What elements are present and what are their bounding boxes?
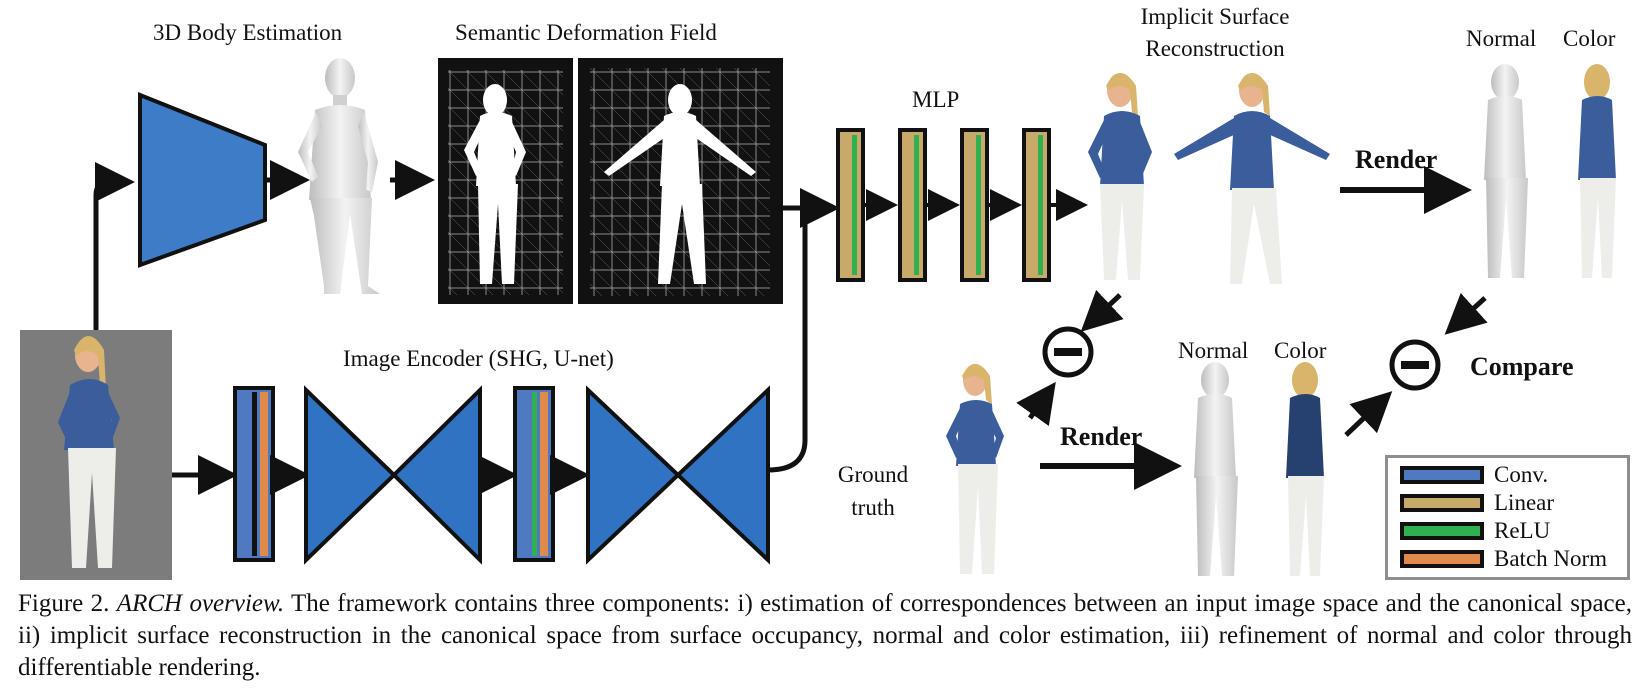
arrow-encoder-to-mlp	[767, 215, 808, 473]
label-normal-top: Normal	[1466, 26, 1537, 51]
diagram-svg	[20, 58, 1616, 580]
input-person-figure	[58, 336, 120, 568]
encoder-conv-block-1	[233, 386, 275, 562]
encoder-hourglass-2-left	[586, 385, 681, 565]
encoder-hourglass-2-right	[675, 385, 770, 565]
input-photo	[20, 330, 172, 580]
legend-item-linear: Linear	[1400, 490, 1554, 516]
reconstruction-canonical	[1174, 73, 1330, 284]
label-color-mid: Color	[1274, 338, 1327, 363]
legend-item-batchnorm: Batch Norm	[1400, 546, 1607, 572]
label-color-top: Color	[1563, 26, 1616, 51]
label-render-top: Render	[1355, 145, 1438, 174]
deformation-panel-canonical	[578, 58, 783, 304]
arch-diagram: 3D Body Estimation Semantic Deformation …	[20, 4, 1630, 580]
legend-swatch-relu	[1400, 522, 1484, 540]
ground-truth-figure	[946, 364, 1004, 574]
body-estimation-network	[138, 92, 267, 268]
label-implicit-line1: Implicit Surface	[1140, 4, 1290, 29]
legend-swatch-conv	[1400, 466, 1484, 484]
encoder-hourglass-1-left	[304, 385, 397, 565]
encoder-hourglass-1-right	[391, 385, 482, 565]
legend-label-batchnorm: Batch Norm	[1494, 546, 1608, 571]
arrow-photo-to-body	[93, 162, 135, 330]
legend: Conv. Linear ReLU Batch Norm	[1385, 455, 1630, 580]
label-ground-truth-line1: Ground	[837, 462, 909, 487]
smpl-body-mesh	[298, 58, 380, 294]
label-implicit-line2: Reconstruction	[1145, 36, 1285, 61]
mlp-layer-1	[836, 128, 865, 282]
label-ground-truth-line2: truth	[851, 495, 895, 520]
label-image-encoder: Image Encoder (SHG, U-net)	[343, 346, 614, 371]
caption-figure-number: Figure 2.	[18, 590, 110, 617]
deformation-panel-posed	[438, 58, 573, 304]
label-body-estimation: 3D Body Estimation	[153, 20, 343, 45]
label-normal-mid: Normal	[1178, 338, 1249, 363]
legend-label-relu: ReLU	[1494, 518, 1551, 543]
mlp-layer-3	[960, 128, 989, 282]
render-color-top	[1578, 64, 1616, 278]
compare-minus-left	[1016, 289, 1124, 427]
label-compare: Compare	[1470, 352, 1574, 381]
mlp-blocks	[836, 128, 1088, 282]
legend-swatch-linear	[1400, 494, 1484, 512]
legend-item-relu: ReLU	[1400, 518, 1550, 544]
label-deformation-field: Semantic Deformation Field	[455, 20, 717, 45]
legend-item-conv: Conv.	[1400, 462, 1548, 488]
mlp-layer-2	[898, 128, 927, 282]
legend-swatch-batchnorm	[1400, 550, 1484, 568]
reconstruction-posed	[1088, 73, 1152, 280]
legend-label-conv: Conv.	[1494, 462, 1549, 487]
label-render-bottom: Render	[1060, 422, 1143, 451]
encoder-conv-block-2	[513, 386, 555, 562]
legend-label-linear: Linear	[1494, 490, 1555, 515]
render-color-mid	[1286, 362, 1324, 576]
render-normal-mid	[1194, 362, 1238, 576]
caption-body: The framework contains three components:…	[18, 590, 1632, 681]
render-normal-top	[1484, 64, 1528, 278]
mlp-layer-4	[1022, 128, 1051, 282]
compare-minus-right	[1344, 293, 1488, 437]
label-mlp: MLP	[912, 87, 960, 112]
figure-caption: Figure 2. ARCH overview. The framework c…	[18, 588, 1632, 684]
caption-title: ARCH overview.	[116, 590, 285, 617]
